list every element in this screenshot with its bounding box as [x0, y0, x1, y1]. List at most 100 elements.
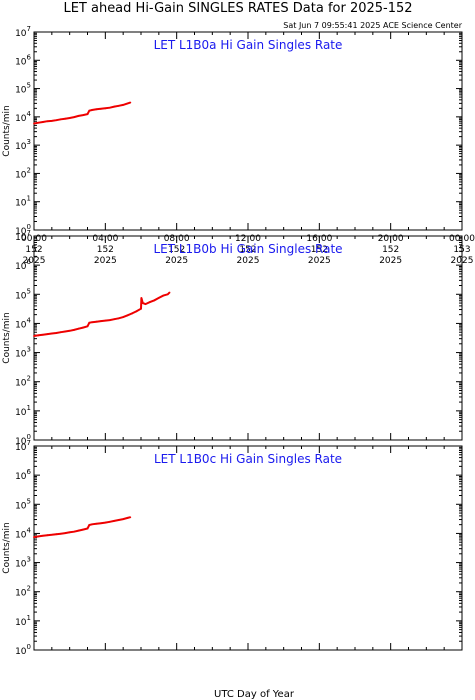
y-tick-label: 105: [15, 82, 31, 96]
data-point: [82, 326, 84, 329]
data-point: [129, 516, 132, 519]
data-point: [126, 102, 129, 105]
x-tick-label: 152: [382, 245, 399, 255]
data-point: [122, 316, 125, 318]
data-point: [68, 531, 71, 534]
x-tick-label: 2025: [94, 256, 117, 266]
x-tick-label: 152: [168, 245, 185, 255]
data-point: [91, 321, 93, 324]
data-point: [117, 519, 120, 521]
data-point: [141, 302, 144, 304]
x-tick-label: 2025: [308, 256, 331, 266]
data-point: [46, 120, 49, 123]
data-point: [129, 101, 132, 104]
data-point: [153, 299, 156, 302]
data-point: [55, 533, 58, 536]
y-tick-label: 101: [15, 614, 31, 628]
y-tick-label: 102: [15, 585, 31, 599]
data-point: [59, 118, 62, 121]
data-point: [77, 529, 80, 532]
data-point: [117, 317, 120, 320]
data-point: [95, 320, 98, 323]
data-point: [37, 535, 40, 538]
data-point: [122, 518, 125, 521]
data-point: [135, 310, 138, 313]
data-point: [162, 294, 165, 297]
x-tick-label: 2025: [237, 256, 260, 266]
panels-group: 100 101 102 103 104 105 106 107 Counts/min LET L1…: [2, 25, 475, 657]
y-tick-label: 107: [15, 25, 31, 39]
data-point: [108, 520, 111, 523]
data-point: [77, 327, 80, 330]
y-axis-title: Counts/min: [2, 522, 12, 573]
data-point: [126, 314, 129, 317]
y-tick-label: 106: [15, 53, 31, 67]
series-line: [33, 101, 131, 125]
data-point: [131, 312, 133, 315]
y-tick-label: 101: [15, 195, 31, 209]
y-tick-label: 105: [15, 287, 31, 301]
data-point: [122, 103, 125, 106]
data-point: [91, 523, 93, 526]
x-tick-label: 152: [97, 245, 114, 255]
data-point: [140, 297, 143, 299]
data-point: [86, 325, 89, 328]
data-point: [64, 117, 67, 120]
figure-title: LET ahead Hi-Gain SINGLES RATES Data for…: [63, 1, 412, 16]
data-point: [64, 330, 67, 333]
data-point: [144, 303, 147, 306]
data-point: [95, 108, 98, 111]
data-point: [104, 319, 107, 322]
data-point: [91, 109, 93, 111]
x-tick-label: 2025: [379, 256, 402, 266]
data-point: [113, 519, 116, 522]
data-point: [108, 319, 111, 322]
y-axis-title: Counts/min: [2, 105, 12, 156]
data-point: [42, 333, 44, 336]
plot-frame: [33, 235, 463, 441]
x-axis-title: UTC Day of Year: [214, 689, 295, 700]
data-point: [126, 517, 129, 519]
data-point: [50, 119, 53, 122]
data-point: [33, 122, 35, 125]
y-tick-label: 101: [15, 404, 31, 418]
y-tick-label: 102: [15, 166, 31, 180]
y-tick-label: 105: [15, 497, 31, 511]
data-point: [37, 121, 40, 124]
data-point: [68, 329, 71, 332]
x-tick-label: 152: [239, 245, 256, 255]
x-tick-label: 152: [311, 245, 328, 255]
data-point: [88, 524, 91, 526]
data-point: [82, 114, 84, 117]
data-point: [88, 109, 91, 112]
x-tick-label: 2025: [165, 256, 188, 266]
data-point: [113, 105, 116, 108]
data-point: [46, 534, 49, 537]
data-point: [108, 106, 111, 109]
data-point: [73, 530, 76, 533]
y-tick-label: 103: [15, 346, 31, 360]
panel-title: LET L1B0a Hi Gain Singles Rate: [154, 38, 343, 52]
data-point: [37, 334, 40, 337]
y-tick-label: 103: [15, 556, 31, 570]
data-point: [59, 331, 62, 334]
data-point: [99, 522, 102, 525]
y-tick-label: 104: [15, 110, 31, 124]
panel-title: LET L1B0b Hi Gain Singles Rate: [153, 242, 342, 256]
data-point: [77, 115, 80, 117]
y-tick-label: 103: [15, 138, 31, 152]
data-point: [42, 121, 44, 123]
data-point: [33, 335, 35, 337]
data-point: [99, 320, 102, 323]
series-line: [33, 291, 171, 337]
data-point: [42, 534, 44, 537]
data-point: [168, 291, 171, 294]
data-point: [55, 119, 58, 122]
y-tick-label: 106: [15, 468, 31, 482]
data-point: [104, 521, 107, 524]
y-tick-label: 104: [15, 316, 31, 330]
data-point: [86, 527, 89, 530]
